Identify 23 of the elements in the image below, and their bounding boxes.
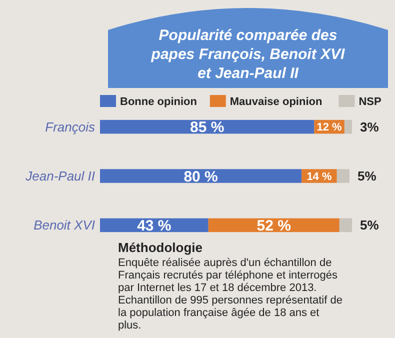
legend-label: NSP (358, 96, 382, 108)
data-label: 12 % (316, 122, 342, 134)
chart-title: Popularité comparée des papes François, Benoit XVI et Jean-Paul II (150, 27, 346, 82)
data-label: 52 % (256, 217, 291, 234)
bar (100, 120, 314, 134)
legend-label: Mauvaise opinion (230, 96, 322, 108)
text: Enquête réalisée auprès d'un échantillon de Français recrutés par téléphone et interrogés par Internet les 17 et 18 décembre 2013. Echantillon de 995 personnes représentatif de la population française âgée de 18 ans et plus. (118, 257, 342, 332)
annotation: Méthodologie (118, 240, 202, 255)
bar (344, 120, 352, 134)
bar (100, 169, 302, 183)
y-tick-label: Jean-Paul II (24, 168, 96, 184)
legend-label: Bonne opinion (120, 96, 198, 108)
data-label: 5% (357, 168, 377, 184)
data-label: 3% (360, 119, 380, 134)
data-label: 5% (360, 218, 380, 233)
data-label: 80 % (184, 168, 218, 186)
bar (336, 169, 350, 183)
data-label: 43 % (137, 217, 172, 234)
y-tick-label: François (45, 119, 96, 134)
bar (339, 218, 352, 232)
data-label: 85 % (190, 119, 224, 136)
data-label: 14 % (306, 170, 332, 183)
y-tick-label: Benoit XVI (34, 218, 96, 233)
